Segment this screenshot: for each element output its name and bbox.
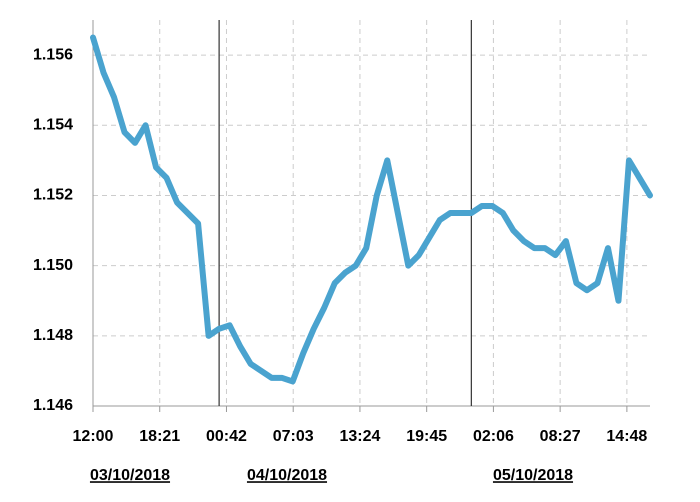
y-tick-label: 1.150 [33,257,73,274]
date-label: 04/10/2018 [247,467,327,484]
y-tick-label: 1.152 [33,187,73,204]
x-tick-label: 14:48 [606,428,647,445]
x-tick-label: 07:03 [273,428,314,445]
x-tick-label: 18:21 [139,428,180,445]
x-tick-label: 19:45 [406,428,447,445]
y-tick-label: 1.146 [33,397,73,414]
date-label: 03/10/2018 [90,467,170,484]
y-tick-label: 1.156 [33,46,73,63]
price-line [90,34,653,385]
y-tick-label: 1.154 [33,116,73,133]
x-tick-label: 13:24 [339,428,380,445]
x-tick-label: 00:42 [206,428,247,445]
y-tick-label: 1.148 [33,327,73,344]
x-tick-label: 08:27 [540,428,581,445]
x-tick-label: 02:06 [473,428,514,445]
x-tick-label: 12:00 [73,428,114,445]
date-label: 05/10/2018 [493,467,573,484]
